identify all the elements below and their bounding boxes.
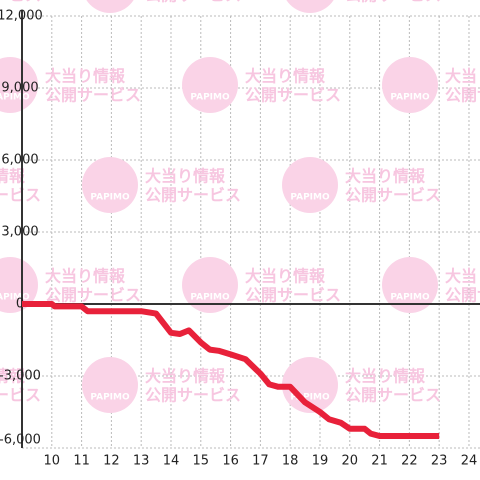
watermark-logo-text: PAPIMO: [290, 0, 330, 3]
watermark-logo: [182, 257, 238, 313]
watermark-logo-text: PAPIMO: [190, 93, 230, 103]
watermark-logo-text: PAPIMO: [190, 293, 230, 303]
watermark-text: 公開サービス: [45, 286, 141, 305]
watermark-logo: [382, 257, 438, 313]
watermark-text: 公開サービス: [0, 386, 41, 405]
x-tick-label: 23: [431, 454, 448, 469]
watermark-text: 大当り情報: [0, 367, 26, 386]
watermark-logo-text: PAPIMO: [390, 93, 430, 103]
watermark-logo: [282, 157, 338, 213]
watermark-text: 公開サービス: [345, 0, 441, 5]
watermark-logo: [82, 157, 138, 213]
watermark-logo: [86, 0, 134, 13]
watermark-logo: [0, 257, 38, 313]
watermark-text: 大当り情報: [245, 267, 326, 286]
watermark-logo-text: PAPIMO: [0, 293, 30, 303]
watermark-text: 公開サービス: [0, 0, 41, 5]
watermark-text: 大当り情報: [45, 67, 126, 86]
watermark-text: 大当り情報: [145, 167, 226, 186]
watermark: PAPIMO大当り情報公開サービスPAPIMO大当り情報公開サービスPAPIMO…: [0, 0, 480, 413]
y-tick-label: 6,000: [1, 153, 38, 168]
watermark-text: 公開サービス: [45, 86, 141, 105]
watermark-logo: [382, 57, 438, 113]
x-tick-label: 17: [252, 454, 269, 469]
y-tick-label: -3,000: [0, 369, 41, 384]
watermark-logo: [282, 357, 338, 413]
watermark-text: 大当り情報: [145, 367, 226, 386]
y-tick-label: 9,000: [1, 81, 38, 96]
x-tick-label: 14: [163, 454, 180, 469]
watermark-logo-text: PAPIMO: [90, 0, 130, 3]
watermark-text: 大当り情報: [345, 167, 426, 186]
watermark-logo: [0, 57, 38, 113]
watermark-text: 公開サービス: [245, 86, 341, 105]
x-tick-label: 20: [342, 454, 359, 469]
watermark-text: 公開サービス: [445, 286, 480, 305]
y-tick-label: 0: [16, 297, 24, 312]
watermark-text: 大当り情報: [45, 267, 126, 286]
y-tick-label: 3,000: [1, 225, 38, 240]
watermark-logo: [286, 0, 334, 13]
x-tick-label: 19: [312, 454, 329, 469]
x-tick-label: 24: [461, 454, 478, 469]
watermark-text: 大当り情報: [345, 367, 426, 386]
watermark-text: 公開サービス: [145, 186, 241, 205]
watermark-logo-text: PAPIMO: [90, 393, 130, 403]
x-tick-label: 11: [73, 454, 90, 469]
watermark-text: 大当り情報: [445, 67, 480, 86]
watermark-text: 大当り情報: [0, 167, 26, 186]
watermark-logo-text: PAPIMO: [0, 93, 30, 103]
watermark-logo-text: PAPIMO: [90, 193, 130, 203]
watermark-text: 公開サービス: [345, 186, 441, 205]
watermark-logo-text: PAPIMO: [290, 193, 330, 203]
watermark-text: 大当り情報: [245, 67, 326, 86]
x-tick-label: 18: [282, 454, 299, 469]
watermark-text: 公開サービス: [145, 386, 241, 405]
watermark-text: 公開サービス: [0, 186, 41, 205]
watermark-text: 公開サービス: [145, 0, 241, 5]
watermark-text: 大当り情報: [445, 267, 480, 286]
watermark-text: 公開サービス: [245, 286, 341, 305]
watermark-text: 公開サービス: [345, 386, 441, 405]
watermark-text: 公開サービス: [445, 86, 480, 105]
x-tick-label: 12: [103, 454, 120, 469]
x-tick-label: 10: [44, 454, 61, 469]
x-tick-label: 21: [371, 454, 388, 469]
watermark-logo-text: PAPIMO: [390, 293, 430, 303]
watermark-logo: [82, 357, 138, 413]
data-line: [22, 301, 440, 439]
watermark-logo-text: PAPIMO: [290, 393, 330, 403]
x-tick-label: 22: [401, 454, 418, 469]
watermark-logo: [182, 57, 238, 113]
x-tick-label: 13: [133, 454, 150, 469]
x-tick-label: 15: [193, 454, 210, 469]
y-tick-label: -6,000: [0, 433, 41, 448]
y-tick-label: 12,000: [0, 9, 43, 24]
x-tick-label: 16: [222, 454, 239, 469]
